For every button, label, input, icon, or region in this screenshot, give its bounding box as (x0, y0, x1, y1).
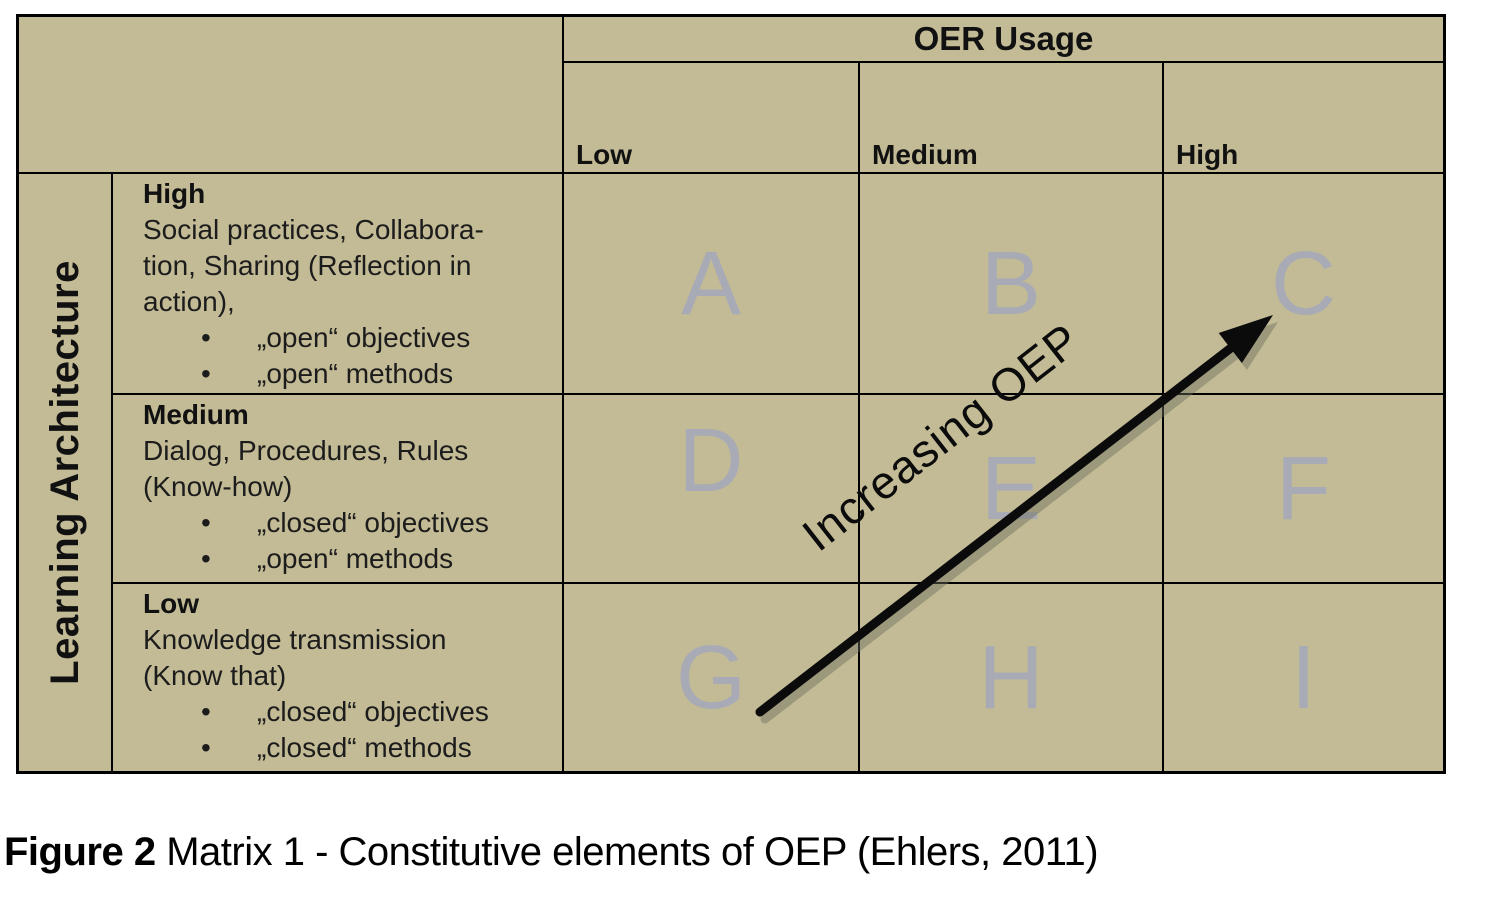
bullet-item: • „closed“ objectives (143, 505, 554, 541)
oer-usage-header: OER Usage (563, 16, 1444, 62)
cell-letter: F (1276, 438, 1331, 539)
cell-letter: C (1271, 233, 1336, 334)
figure-caption-number: Figure 2 (4, 830, 156, 874)
row-desc-line: Dialog, Procedures, Rules (143, 435, 469, 466)
row-title: Medium (143, 399, 249, 430)
row-title: High (143, 178, 206, 209)
cell-letter: D (678, 410, 744, 511)
cell-letter: A (680, 233, 742, 334)
bullet-text: „open“ methods (257, 358, 454, 389)
bullet-item: • „open“ methods (143, 356, 554, 392)
matrix-cell-a: A (563, 173, 859, 394)
bullet-icon: • (201, 696, 211, 727)
row-desc-line: (Know-how) (143, 471, 293, 502)
bullet-item: • „closed“ methods (143, 730, 554, 766)
bullet-icon: • (201, 543, 211, 574)
row-desc-line: action), (143, 286, 235, 317)
bullet-text: „closed“ objectives (257, 696, 489, 727)
oep-matrix-table: OER Usage Low No OER (re-) us- age Mediu… (16, 14, 1446, 774)
cell-letter: I (1290, 627, 1316, 728)
row-header-high: High Social practices, Collabora- tion, … (112, 173, 563, 394)
cell-letter: B (980, 233, 1042, 334)
column-title: Medium (872, 139, 978, 170)
column-header-medium: Medium OER (re-)usage or creation (859, 62, 1163, 173)
row-desc-line: Social practices, Collabora- (143, 214, 484, 245)
matrix-cell-g: G (563, 583, 859, 772)
matrix-cell-h: H (859, 583, 1163, 772)
figure-caption-text: Matrix 1 - Constitutive elements of OEP … (155, 830, 1099, 874)
bullet-icon: • (201, 322, 211, 353)
matrix-cell-c: C (1163, 173, 1444, 394)
matrix-cell-f: F (1163, 394, 1444, 583)
column-header-low: Low No OER (re-) us- age (563, 62, 859, 173)
corner-cell (18, 16, 563, 173)
bullet-text: „closed“ methods (257, 732, 472, 763)
bullet-icon: • (201, 507, 211, 538)
cell-letter: G (675, 627, 746, 728)
bullet-text: „open“ methods (257, 543, 454, 574)
cell-letter: E (980, 438, 1042, 539)
matrix-cell-d: D (563, 394, 859, 583)
bullet-item: • „open“ methods (143, 541, 554, 577)
row-desc-line: (Know that) (143, 660, 287, 691)
bullet-text: „closed“ objectives (257, 507, 489, 538)
row-header-medium: Medium Dialog, Procedures, Rules (Know-h… (112, 394, 563, 583)
row-header-low: Low Knowledge transmission (Know that) •… (112, 583, 563, 772)
learning-architecture-label: Learning Architecture (42, 260, 87, 685)
cell-letter: H (978, 627, 1044, 728)
row-desc-line: tion, Sharing (Reflection in (143, 250, 472, 281)
figure-caption: Figure 2 Matrix 1 - Constitutive element… (4, 830, 1099, 875)
row-title: Low (143, 588, 199, 619)
matrix-cell-i: I (1163, 583, 1444, 772)
bullet-item: • „open“ objectives (143, 320, 554, 356)
column-title: Low (576, 139, 632, 170)
column-header-high: High OER (re-)usage and creation (1163, 62, 1444, 173)
oer-usage-header-label: OER Usage (913, 20, 1094, 57)
bullet-icon: • (201, 358, 211, 389)
row-desc-line: Knowledge transmission (143, 624, 447, 655)
bullet-item: • „closed“ objectives (143, 694, 554, 730)
bullet-icon: • (201, 732, 211, 763)
column-title: High (1176, 139, 1239, 170)
learning-architecture-header: Learning Architecture (18, 173, 112, 772)
bullet-text: „open“ objectives (257, 322, 471, 353)
